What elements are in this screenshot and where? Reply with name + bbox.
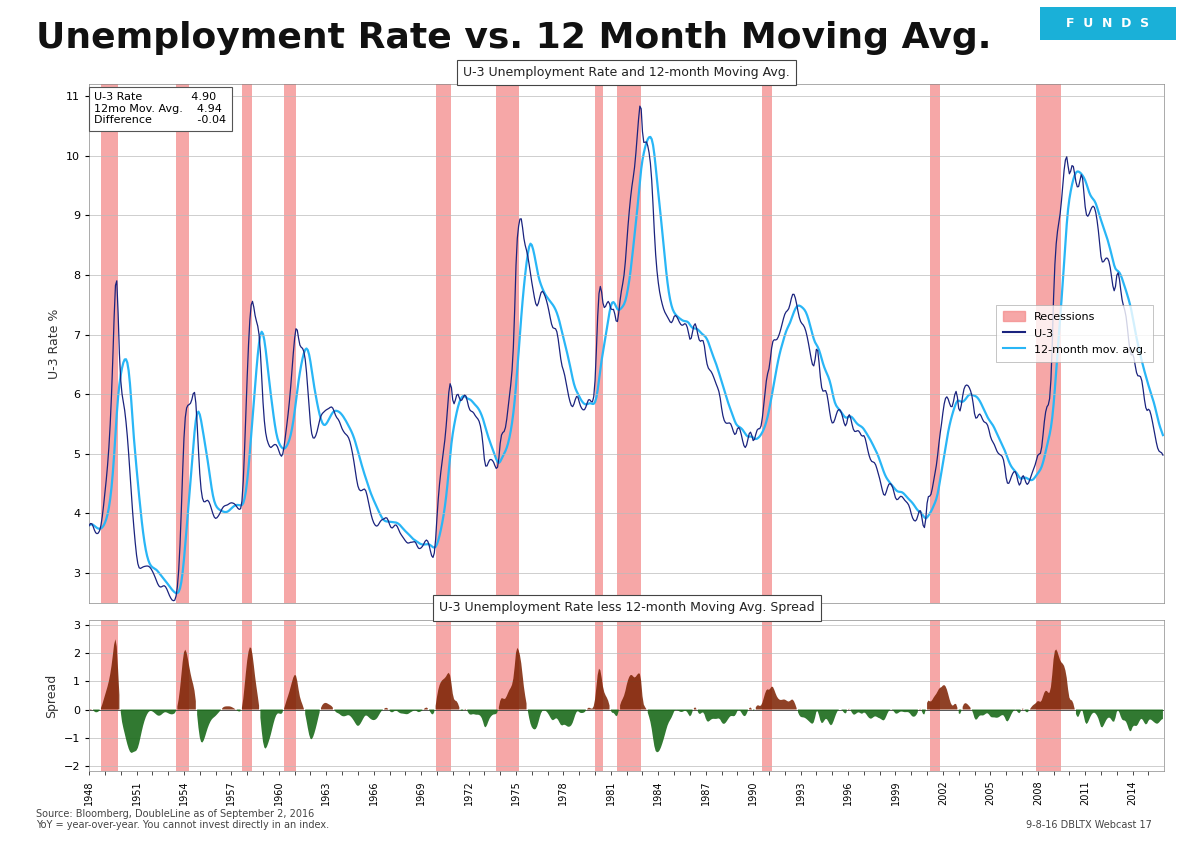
U-3 xyxy=(82,520,96,530)
Bar xyxy=(763,84,772,603)
Line: U-3: U-3 xyxy=(89,106,1163,601)
Bar xyxy=(176,84,189,603)
U-3 xyxy=(633,101,647,111)
12-month mov. avg. xyxy=(732,422,746,432)
Bar xyxy=(618,620,642,771)
Bar xyxy=(436,620,451,771)
Bar xyxy=(618,84,642,603)
U-3 xyxy=(905,513,920,523)
12-month mov. avg. xyxy=(169,588,183,599)
12-month mov. avg. xyxy=(639,137,653,148)
Bar xyxy=(930,84,940,603)
U-3 xyxy=(301,384,315,395)
Legend: Recessions, U-3, 12-month mov. avg.: Recessions, U-3, 12-month mov. avg. xyxy=(997,305,1154,362)
12-month mov. avg. xyxy=(1156,430,1170,440)
Y-axis label: Spread: Spread xyxy=(45,674,58,717)
12-month mov. avg. xyxy=(643,132,657,142)
Bar xyxy=(284,84,296,603)
Bar xyxy=(595,84,604,603)
U-3 xyxy=(640,141,655,151)
Title: U-3 Unemployment Rate and 12-month Moving Avg.: U-3 Unemployment Rate and 12-month Movin… xyxy=(463,66,790,79)
Y-axis label: U-3 Rate %: U-3 Rate % xyxy=(48,309,61,379)
Text: Unemployment Rate vs. 12 Month Moving Avg.: Unemployment Rate vs. 12 Month Moving Av… xyxy=(36,21,991,55)
Bar xyxy=(284,620,296,771)
12-month mov. avg. xyxy=(228,500,242,510)
U-3 xyxy=(228,500,242,510)
12-month mov. avg. xyxy=(905,498,920,508)
Bar xyxy=(930,620,940,771)
Bar xyxy=(763,620,772,771)
Line: 12-month mov. avg.: 12-month mov. avg. xyxy=(89,137,1163,593)
Text: Source: Bloomberg, DoubleLine as of September 2, 2016
YoY = year-over-year. You : Source: Bloomberg, DoubleLine as of Sept… xyxy=(36,808,329,830)
12-month mov. avg. xyxy=(301,345,315,355)
Bar xyxy=(101,84,118,603)
Title: U-3 Unemployment Rate less 12-month Moving Avg. Spread: U-3 Unemployment Rate less 12-month Movi… xyxy=(438,601,815,615)
Bar xyxy=(242,84,252,603)
Bar xyxy=(497,84,519,603)
U-3 xyxy=(1156,450,1170,460)
Bar xyxy=(595,620,604,771)
12-month mov. avg. xyxy=(82,520,96,530)
Bar xyxy=(1036,84,1061,603)
Bar xyxy=(1036,620,1061,771)
Bar xyxy=(101,620,118,771)
Text: U-3 Rate              4.90
12mo Mov. Avg.    4.94
Difference             -0.04: U-3 Rate 4.90 12mo Mov. Avg. 4.94 Differ… xyxy=(95,92,227,126)
U-3 xyxy=(166,596,181,606)
Bar xyxy=(242,620,252,771)
Bar xyxy=(497,620,519,771)
Text: F  U  N  D  S: F U N D S xyxy=(1067,17,1149,30)
Bar xyxy=(176,620,189,771)
Bar xyxy=(436,84,451,603)
Text: 9-8-16 DBLTX Webcast 17: 9-8-16 DBLTX Webcast 17 xyxy=(1026,820,1152,830)
U-3 xyxy=(206,509,220,519)
U-3 xyxy=(732,422,746,432)
12-month mov. avg. xyxy=(206,491,220,501)
